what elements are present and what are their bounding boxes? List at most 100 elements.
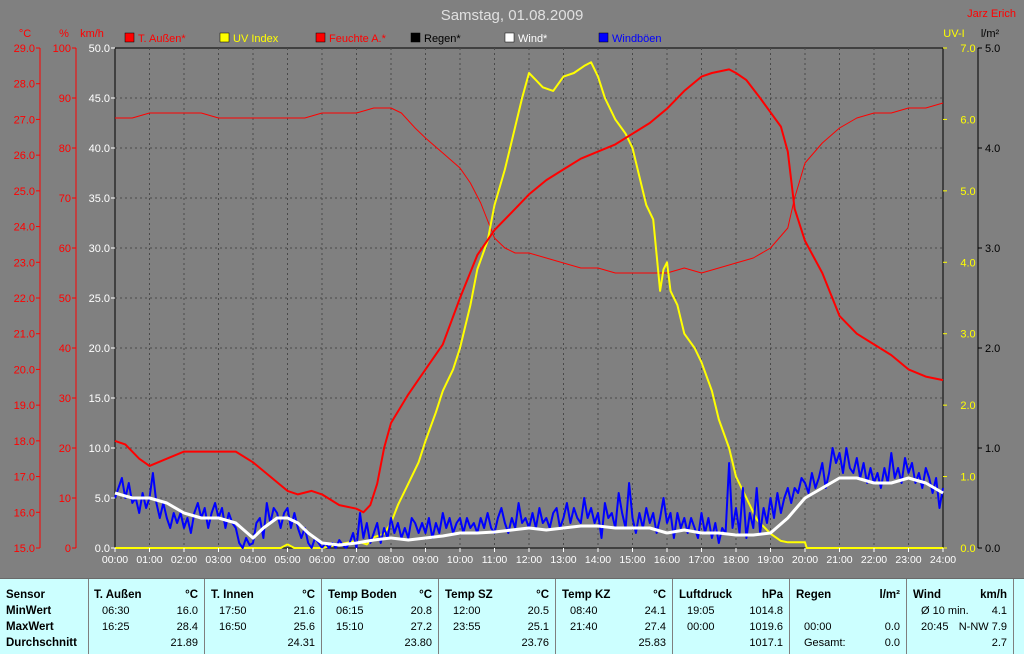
min-time: 17:50 [219,605,247,617]
max-value: 25.6 [293,621,315,633]
wind-tick-label: 30.0 [89,243,110,255]
min-value: 20.5 [527,605,549,617]
min-value: 20.8 [410,605,432,617]
column-header: Luftdruck [679,589,733,601]
temp-tick-label: 26.0 [14,150,35,162]
uv-tick-label: 2.0 [960,400,975,412]
time-tick-label: 13:00 [550,554,576,566]
time-tick-label: 09:00 [412,554,438,566]
time-tick-label: 12:00 [516,554,542,566]
max-value: 27.2 [410,621,432,633]
temp-tick-label: 16.0 [14,507,35,519]
weather-chart: 15.0 16.0 17.0 18.0 19.0 20.0 21.0 22.0 23.0 24.0… [13,7,1016,566]
average-value: 21.89 [170,637,198,649]
hum-tick-label: 40 [59,343,71,355]
temp-tick-label: 27.0 [14,114,35,126]
table-column: Temp Boden °C 06:15 20.8 15:10 27.2 23.80 [322,579,439,654]
legend-label: UV Index [233,33,279,45]
wind-unit-label: km/h [80,28,104,40]
row-label-max: MaxWert [6,621,54,633]
average-value: 23.76 [521,637,549,649]
time-tick-label: 16:00 [654,554,680,566]
max-time: 15:10 [336,621,364,633]
column-header: Temp KZ [562,589,611,601]
table-column: Luftdruck hPa 19:05 1014.8 00:00 1019.6 1017.1 [673,579,790,654]
column-unit: °C [302,589,315,601]
max-time: 16:50 [219,621,247,633]
series-line [114,447,944,549]
time-tick-label: 17:00 [688,554,714,566]
table-column: T. Innen °C 17:50 21.6 16:50 25.6 24.31 [205,579,322,654]
wind-tick-label: 40.0 [89,143,110,155]
uv-tick-label: 3.0 [960,329,975,341]
hum-tick-label: 60 [59,243,71,255]
hum-tick-label: 0 [65,543,71,555]
column-header: Wind [913,589,941,601]
rain-unit-label: l/m² [981,28,1000,40]
hum-tick-label: 30 [59,393,71,405]
min-time: 06:30 [102,605,130,617]
wind-tick-label: 45.0 [89,93,110,105]
row3-value: 0.0 [884,637,900,649]
row2-value: N-NW 7.9 [958,621,1007,633]
column-unit: °C [185,589,198,601]
time-tick-label: 05:00 [274,554,300,566]
hum-tick-label: 50 [59,293,71,305]
row2-value: 0.0 [884,621,900,633]
temp-tick-label: 23.0 [14,257,35,269]
uv-tick-label: 7.0 [960,43,975,55]
temp-unit-label: °C [19,28,31,40]
time-tick-label: 08:00 [378,554,404,566]
time-tick-label: 21:00 [826,554,852,566]
series-line [114,476,944,547]
time-tick-label: 15:00 [619,554,645,566]
rain-tick-label: 5.0 [985,43,1000,55]
uv-tick-label: 6.0 [960,114,975,126]
column-header: Temp Boden [328,589,397,601]
hum-tick-label: 70 [59,193,71,205]
time-tick-label: 23:00 [895,554,921,566]
wind-tick-label: 10.0 [89,443,110,455]
temp-tick-label: 21.0 [14,329,35,341]
table-column: Temp KZ °C 08:40 24.1 21:40 27.4 25.83 [556,579,673,654]
wind-tick-label: 20.0 [89,343,110,355]
max-time: 00:00 [687,621,715,633]
series-line [114,68,944,514]
time-tick-label: 07:00 [343,554,369,566]
temp-tick-label: 29.0 [14,43,35,55]
hum-unit-label: % [59,28,69,40]
table-column: Temp SZ °C 12:00 20.5 23:55 25.1 23.76 [439,579,556,654]
chart-title: Samstag, 01.08.2009 [441,7,584,24]
rain-tick-label: 1.0 [985,443,1000,455]
time-tick-label: 18:00 [723,554,749,566]
max-time: 16:25 [102,621,130,633]
column-unit: km/h [980,589,1007,601]
row-label-avg: Durchschnitt [6,637,77,649]
legend-label: Windböen [612,33,662,45]
time-tick-label: 01:00 [136,554,162,566]
max-value: 1019.6 [749,621,783,633]
max-value: 25.1 [527,621,549,633]
column-header: T. Außen [94,589,142,601]
row2-label: 00:00 [804,621,832,633]
author-label: Jarz Erich [967,8,1016,20]
table-column: T. Außen °C 06:30 16.0 16:25 28.4 21.89 [88,579,205,654]
min-time: 08:40 [570,605,598,617]
uv-tick-label: 4.0 [960,257,975,269]
uv-tick-label: 5.0 [960,186,975,198]
row1-label: Ø 10 min. [921,605,969,617]
legend-label: Wind* [518,33,548,45]
column-unit: °C [653,589,666,601]
time-tick-label: 20:00 [792,554,818,566]
legend-label: Feuchte A.* [329,33,387,45]
table-column: Wind km/h Ø 10 min. 4.1 20:45 N-NW 7.9 2.7 [907,579,1014,654]
rain-tick-label: 2.0 [985,343,1000,355]
min-value: 21.6 [293,605,315,617]
series-line [115,102,944,274]
average-value: 25.83 [638,637,666,649]
time-tick-label: 10:00 [447,554,473,566]
wind-tick-label: 15.0 [89,393,110,405]
legend-swatch [219,32,230,43]
time-tick-label: 04:00 [240,554,266,566]
average-value: 24.31 [287,637,315,649]
